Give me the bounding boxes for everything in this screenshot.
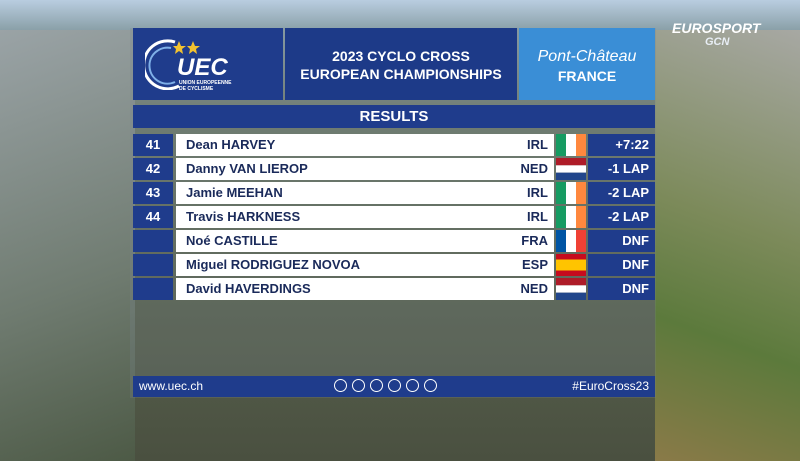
flag — [556, 134, 586, 156]
uec-logo-block: UEC UNION EUROPEENNE DE CYCLISME — [133, 28, 283, 100]
result-text: DNF — [622, 257, 649, 272]
aerial-background — [655, 30, 800, 461]
result: DNF — [588, 230, 655, 252]
result: -1 LAP — [588, 158, 655, 180]
rider: Miguel RODRIGUEZ NOVOA ESP — [176, 254, 554, 276]
logo-subtext: UNION EUROPEENNE DE CYCLISME — [179, 80, 232, 92]
hashtag: #EuroCross23 — [572, 379, 649, 393]
aerial-background — [0, 30, 135, 461]
social-icon — [424, 379, 437, 392]
flag — [556, 182, 586, 204]
rider-name: Jamie MEEHAN — [186, 185, 283, 200]
result: DNF — [588, 278, 655, 300]
result: +7:22 — [588, 134, 655, 156]
broadcaster-logo: EUROSPORT — [672, 20, 761, 36]
rank — [133, 254, 173, 276]
rank: 44 — [133, 206, 173, 228]
rider-name: Danny VAN LIEROP — [186, 161, 308, 176]
result-text: -1 LAP — [607, 161, 649, 176]
nation: ESP — [521, 257, 548, 272]
event-title: 2023 CYCLO CROSS EUROPEAN CHAMPIONSHIPS — [285, 28, 517, 100]
social-icon — [406, 379, 419, 392]
rider-name: Dean HARVEY — [186, 137, 276, 152]
rider: Dean HARVEY IRL — [176, 134, 554, 156]
footer: www.uec.ch #EuroCross23 — [133, 376, 655, 397]
city: Pont-Château — [537, 48, 637, 65]
flag — [556, 278, 586, 300]
title-line: EUROPEAN CHAMPIONSHIPS — [300, 66, 502, 82]
social-icon — [352, 379, 365, 392]
rank: 41 — [133, 134, 173, 156]
rank: 43 — [133, 182, 173, 204]
rider: Danny VAN LIEROP NED — [176, 158, 554, 180]
result: DNF — [588, 254, 655, 276]
nation: IRL — [527, 209, 548, 224]
country: FRANCE — [557, 68, 617, 84]
result-text: -2 LAP — [607, 185, 649, 200]
flag — [556, 230, 586, 252]
result-text: +7:22 — [615, 137, 649, 152]
rider: Travis HARKNESS IRL — [176, 206, 554, 228]
rider-name: Miguel RODRIGUEZ NOVOA — [186, 257, 361, 272]
rider: David HAVERDINGS NED — [176, 278, 554, 300]
social-icon — [334, 379, 347, 392]
title-line: 2023 CYCLO CROSS — [332, 48, 470, 64]
result: -2 LAP — [588, 206, 655, 228]
website: www.uec.ch — [139, 379, 204, 393]
rider-name: Noé CASTILLE — [186, 233, 278, 248]
rank: 42 — [133, 158, 173, 180]
result: -2 LAP — [588, 182, 655, 204]
rider: Noé CASTILLE FRA — [176, 230, 554, 252]
result-text: -2 LAP — [607, 209, 649, 224]
nation: IRL — [527, 185, 548, 200]
rider-name: David HAVERDINGS — [186, 281, 311, 296]
rank — [133, 230, 173, 252]
result-text: DNF — [622, 281, 649, 296]
logo-swoosh — [145, 39, 180, 90]
flag — [556, 206, 586, 228]
nation: NED — [520, 281, 548, 296]
nation: FRA — [521, 233, 548, 248]
result-text: DNF — [622, 233, 649, 248]
nation: NED — [520, 161, 548, 176]
social-icon — [388, 379, 401, 392]
nation: IRL — [527, 137, 548, 152]
social-icon — [370, 379, 383, 392]
rider: Jamie MEEHAN IRL — [176, 182, 554, 204]
logo-stars — [173, 41, 200, 54]
section-title: RESULTS — [133, 105, 655, 128]
flag — [556, 254, 586, 276]
rider-name: Travis HARKNESS — [186, 209, 301, 224]
broadcaster-sublogo: GCN — [705, 36, 730, 48]
rank — [133, 278, 173, 300]
location: Pont-Château FRANCE — [519, 28, 655, 100]
flag — [556, 158, 586, 180]
logo-text: UEC — [177, 54, 228, 81]
